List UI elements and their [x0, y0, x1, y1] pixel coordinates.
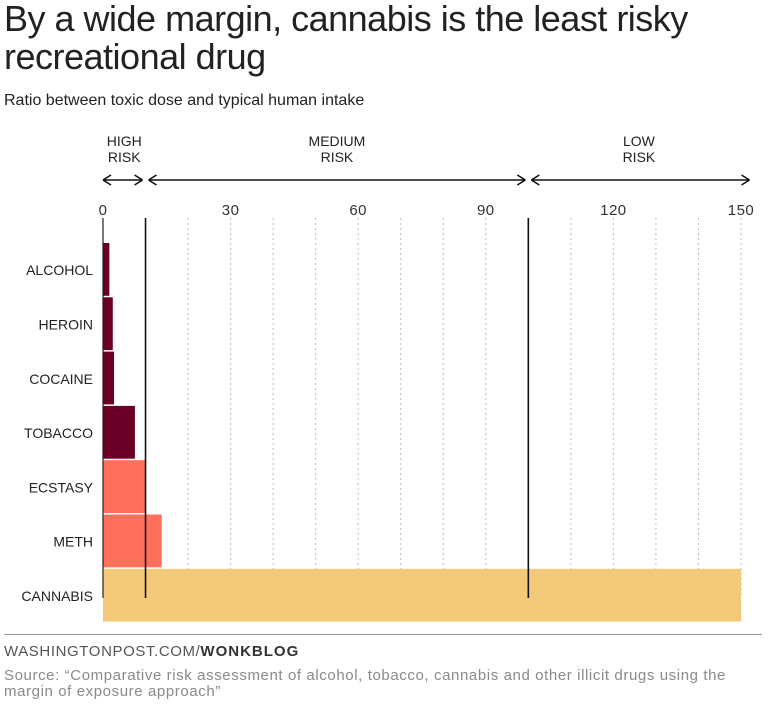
risk-label-line1: HIGH	[107, 133, 142, 149]
x-tick-label: 60	[349, 202, 367, 219]
risk-arrow-right-head	[741, 174, 750, 186]
category-labels: ALCOHOL HEROIN COCAINE TOBACCO ECSTASY METH CA…	[21, 262, 93, 604]
bar-heroin	[103, 297, 113, 351]
risk-arrow-left-head	[148, 174, 157, 186]
risk-arrow-right-head	[516, 174, 526, 186]
risk-label-line1: MEDIUM	[309, 133, 366, 149]
source-note: Source: “Comparative risk assessment of …	[4, 667, 726, 700]
chart-title: By a wide margin, cannabis is the least …	[4, 0, 688, 77]
x-ticks: 0 30 60 90 120 150	[99, 202, 755, 219]
category-label: COCAINE	[29, 371, 93, 387]
risk-arrow-left-head	[530, 174, 540, 186]
category-label: HEROIN	[39, 316, 93, 332]
credit: WASHINGTONPOST.COM/WONKBLOG	[4, 643, 299, 660]
risk-label-line1: LOW	[623, 133, 656, 149]
risk-arrow-left-head	[102, 174, 112, 186]
category-label: TOBACCO	[24, 425, 93, 441]
category-label: CANNABIS	[21, 588, 93, 604]
risk-label-line2: RISK	[108, 149, 141, 165]
bar-ecstasy	[103, 460, 146, 513]
risk-arrow-right-head	[134, 174, 143, 186]
footer-divider	[4, 634, 762, 635]
credit-section: WONKBLOG	[200, 643, 300, 660]
x-tick-label: 120	[600, 202, 627, 219]
credit-site: WASHINGTONPOST.COM/	[4, 643, 201, 660]
bar-cocaine	[103, 351, 115, 405]
x-tick-label: 30	[222, 202, 240, 219]
chart-subtitle: Ratio between toxic dose and typical hum…	[4, 92, 365, 109]
grid-lines	[187, 218, 742, 598]
bars	[102, 218, 741, 622]
category-label: ALCOHOL	[26, 262, 93, 278]
threshold-lines	[144, 218, 530, 598]
x-tick-label: 90	[477, 202, 495, 219]
x-tick-label: 0	[99, 202, 108, 219]
category-label: ECSTASY	[29, 479, 94, 495]
category-label: METH	[53, 534, 93, 550]
bar-tobacco	[103, 405, 135, 459]
x-tick-label: 150	[728, 202, 755, 219]
bar-alcohol	[103, 243, 110, 296]
bar-cannabis	[103, 568, 741, 622]
risk-label-line2: RISK	[321, 149, 354, 165]
bar-meth	[103, 514, 162, 568]
risk-label-line2: RISK	[623, 149, 656, 165]
